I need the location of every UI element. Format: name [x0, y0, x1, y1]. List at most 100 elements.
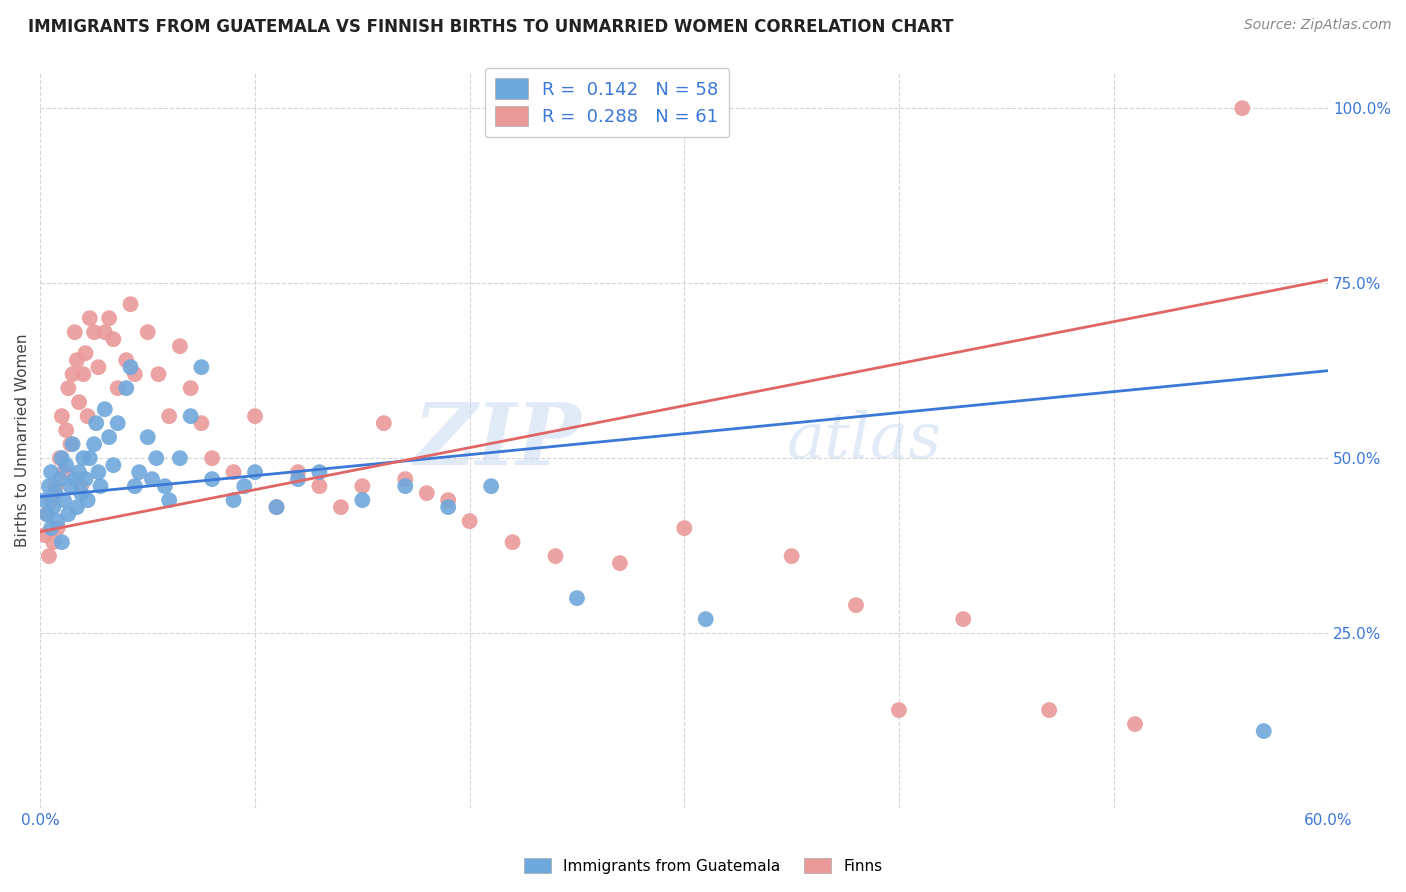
- Text: atlas: atlas: [787, 409, 942, 472]
- Point: [845, 598, 868, 612]
- Point: [83, 325, 105, 339]
- Point: [128, 465, 150, 479]
- Point: [55, 423, 77, 437]
- Point: [46, 514, 69, 528]
- Point: [107, 416, 129, 430]
- Point: [308, 479, 330, 493]
- Point: [695, 612, 717, 626]
- Y-axis label: Births to Unmarried Women: Births to Unmarried Women: [15, 334, 30, 548]
- Point: [201, 472, 224, 486]
- Point: [266, 500, 288, 515]
- Point: [39, 465, 62, 479]
- Point: [136, 430, 159, 444]
- Point: [51, 535, 73, 549]
- Point: [103, 332, 125, 346]
- Point: [62, 437, 84, 451]
- Point: [39, 521, 62, 535]
- Point: [35, 507, 58, 521]
- Point: [1232, 101, 1254, 115]
- Point: [59, 437, 82, 451]
- Point: [39, 493, 62, 508]
- Text: ZIP: ZIP: [413, 399, 581, 483]
- Point: [1253, 724, 1275, 739]
- Point: [63, 472, 86, 486]
- Point: [75, 472, 97, 486]
- Point: [887, 703, 910, 717]
- Point: [98, 311, 121, 326]
- Text: Source: ZipAtlas.com: Source: ZipAtlas.com: [1244, 18, 1392, 32]
- Point: [115, 381, 138, 395]
- Point: [66, 353, 89, 368]
- Point: [79, 451, 101, 466]
- Point: [94, 325, 117, 339]
- Point: [75, 346, 97, 360]
- Point: [394, 479, 416, 493]
- Point: [148, 367, 170, 381]
- Point: [479, 479, 502, 493]
- Point: [136, 325, 159, 339]
- Point: [87, 465, 110, 479]
- Point: [48, 472, 70, 486]
- Point: [70, 479, 93, 493]
- Point: [373, 416, 395, 430]
- Point: [416, 486, 439, 500]
- Point: [673, 521, 696, 535]
- Point: [437, 493, 460, 508]
- Point: [1038, 703, 1060, 717]
- Point: [51, 409, 73, 424]
- Point: [46, 521, 69, 535]
- Point: [329, 500, 352, 515]
- Point: [609, 556, 631, 570]
- Legend: Immigrants from Guatemala, Finns: Immigrants from Guatemala, Finns: [517, 852, 889, 880]
- Point: [201, 451, 224, 466]
- Point: [38, 549, 60, 563]
- Point: [83, 437, 105, 451]
- Point: [72, 367, 94, 381]
- Point: [141, 472, 163, 486]
- Point: [157, 409, 180, 424]
- Point: [98, 430, 121, 444]
- Point: [124, 479, 146, 493]
- Point: [287, 465, 309, 479]
- Point: [58, 507, 80, 521]
- Point: [38, 479, 60, 493]
- Point: [34, 493, 56, 508]
- Point: [1123, 717, 1146, 731]
- Point: [76, 493, 98, 508]
- Point: [145, 451, 167, 466]
- Point: [352, 493, 374, 508]
- Text: IMMIGRANTS FROM GUATEMALA VS FINNISH BIRTHS TO UNMARRIED WOMEN CORRELATION CHART: IMMIGRANTS FROM GUATEMALA VS FINNISH BIR…: [28, 18, 953, 36]
- Point: [103, 458, 125, 472]
- Point: [458, 514, 481, 528]
- Point: [120, 297, 142, 311]
- Point: [243, 465, 266, 479]
- Point: [233, 479, 256, 493]
- Point: [169, 451, 191, 466]
- Point: [55, 458, 77, 472]
- Point: [437, 500, 460, 515]
- Point: [115, 353, 138, 368]
- Point: [87, 360, 110, 375]
- Point: [352, 479, 374, 493]
- Point: [42, 500, 65, 515]
- Point: [34, 528, 56, 542]
- Point: [107, 381, 129, 395]
- Point: [76, 409, 98, 424]
- Point: [66, 500, 89, 515]
- Point: [44, 486, 66, 500]
- Point: [222, 465, 245, 479]
- Point: [502, 535, 524, 549]
- Point: [67, 465, 90, 479]
- Point: [952, 612, 974, 626]
- Point: [120, 360, 142, 375]
- Point: [190, 360, 212, 375]
- Point: [70, 486, 93, 500]
- Point: [62, 367, 84, 381]
- Point: [59, 479, 82, 493]
- Point: [89, 479, 111, 493]
- Legend: R =  0.142   N = 58, R =  0.288   N = 61: R = 0.142 N = 58, R = 0.288 N = 61: [485, 68, 730, 137]
- Point: [48, 451, 70, 466]
- Point: [53, 465, 76, 479]
- Point: [53, 493, 76, 508]
- Point: [42, 535, 65, 549]
